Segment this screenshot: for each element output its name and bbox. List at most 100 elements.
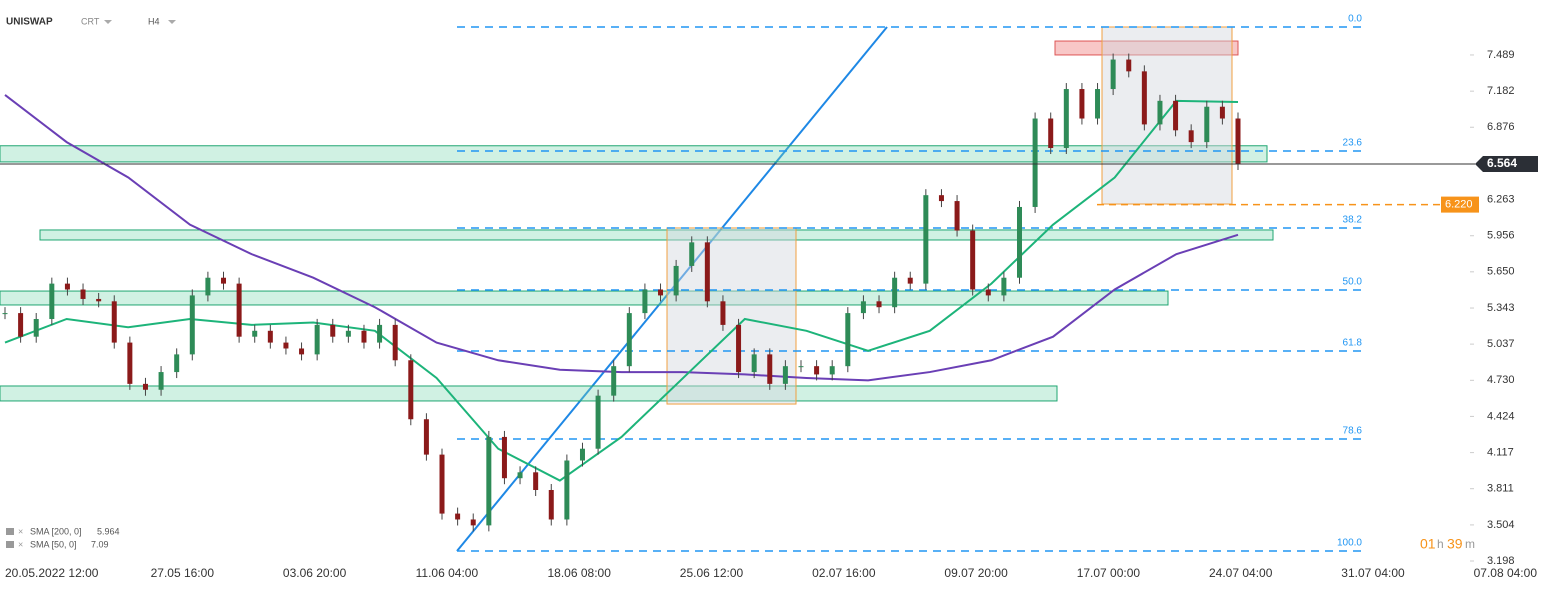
candle-body: [985, 289, 991, 296]
legend-value: 7.09: [91, 539, 109, 549]
legend-value: 5.964: [97, 526, 120, 536]
candle-body: [205, 277, 211, 296]
candle-body: [127, 342, 133, 384]
candle-body: [548, 489, 554, 520]
candle-body: [345, 330, 351, 337]
sma-line: [4, 99, 1239, 482]
pending-badge: [1441, 196, 1479, 213]
legend-close: ×: [18, 539, 23, 549]
candle-body: [1079, 89, 1085, 119]
candle-body: [1204, 106, 1210, 143]
candle-body: [938, 195, 944, 202]
y-tick-label: 6.263: [1487, 193, 1515, 205]
y-tick-label: 7.182: [1487, 85, 1515, 97]
candle-body: [1126, 59, 1132, 72]
symbol[interactable]: UNISWAP: [6, 17, 53, 28]
fib-label: 23.6: [1343, 138, 1363, 149]
x-tick-label: 03.06 20:00: [283, 566, 347, 580]
candle-body: [923, 195, 929, 284]
y-tick-label: 3.198: [1487, 555, 1515, 567]
candle-body: [283, 342, 289, 349]
candle-body: [1001, 277, 1007, 296]
instrument-type[interactable]: CRT: [81, 16, 100, 26]
zone: [0, 145, 1268, 163]
y-tick-label: 5.037: [1487, 338, 1515, 350]
candle-body: [814, 366, 820, 375]
candle-body: [1141, 71, 1147, 125]
candle-body: [533, 472, 539, 490]
candle-body: [1063, 89, 1069, 149]
candle-body: [18, 313, 24, 337]
candle-body: [299, 348, 305, 355]
timer-hours: 01: [1420, 536, 1436, 552]
candle-body: [455, 513, 461, 520]
fib-label: 38.2: [1343, 215, 1363, 226]
candle-body: [1173, 100, 1179, 131]
y-tick-label: 3.811: [1487, 483, 1514, 495]
dropdown-icon[interactable]: [168, 20, 176, 24]
candle-body: [189, 295, 195, 355]
candle-body: [1095, 89, 1101, 119]
candle-body: [221, 277, 227, 284]
x-tick-label: 31.07 04:00: [1341, 566, 1405, 580]
zone: [39, 229, 1274, 241]
candle-body: [517, 472, 523, 479]
zone: [0, 290, 1169, 306]
candle-body: [1048, 118, 1054, 149]
candle-body: [486, 436, 492, 526]
candle-body: [174, 354, 180, 373]
x-tick-label: 07.08 04:00: [1474, 566, 1538, 580]
y-tick-label: 4.117: [1487, 447, 1514, 459]
y-tick-label: 4.730: [1487, 374, 1515, 386]
legend-close: ×: [18, 526, 23, 536]
candle-body: [501, 436, 507, 479]
y-tick-label: 7.489: [1487, 49, 1515, 61]
x-tick-label: 18.06 08:00: [547, 566, 611, 580]
x-tick-label: 20.05.2022 12:00: [5, 566, 99, 580]
candle-body: [751, 354, 757, 373]
candle-body: [689, 242, 695, 266]
zone: [1101, 26, 1233, 205]
fib-label: 78.6: [1343, 426, 1363, 437]
candle-body: [439, 454, 445, 514]
candle-body: [142, 383, 148, 390]
y-tick-label: 5.343: [1487, 302, 1515, 314]
candle-body: [767, 354, 773, 384]
x-tick-label: 02.07 16:00: [812, 566, 876, 580]
candle-body: [579, 448, 585, 461]
candle-body: [720, 301, 726, 325]
candle-body: [236, 283, 242, 337]
candle-body: [860, 301, 866, 314]
candle-body: [798, 366, 804, 368]
candle-body: [314, 324, 320, 355]
fib-label: 100.0: [1337, 538, 1362, 549]
legend-name: SMA [200, 0]: [30, 526, 82, 536]
candle-body: [704, 242, 710, 302]
candle-body: [111, 301, 117, 343]
candle-body: [626, 313, 632, 367]
candle-body: [1219, 106, 1225, 119]
candle-body: [80, 289, 86, 299]
current-price-label: 6.564: [1487, 156, 1517, 170]
candle-body: [361, 330, 367, 343]
dropdown-icon[interactable]: [104, 20, 112, 24]
legend-icon: [6, 541, 14, 548]
candle-body: [595, 395, 601, 449]
candle-body: [423, 419, 429, 455]
candle-body: [892, 277, 898, 308]
zone: [666, 227, 797, 405]
candle-body: [64, 283, 70, 290]
zone: [0, 385, 1058, 402]
fib-label: 50.0: [1343, 277, 1363, 288]
x-tick-label: 11.06 04:00: [416, 566, 479, 580]
legend-icon: [6, 528, 14, 535]
interval[interactable]: H4: [148, 16, 160, 26]
candle-body: [330, 324, 336, 337]
candle-body: [1235, 118, 1241, 165]
candle-body: [408, 360, 414, 420]
candle-body: [658, 289, 664, 296]
candle-body: [1016, 206, 1022, 278]
candle-body: [736, 324, 742, 373]
candle-body: [2, 313, 8, 315]
